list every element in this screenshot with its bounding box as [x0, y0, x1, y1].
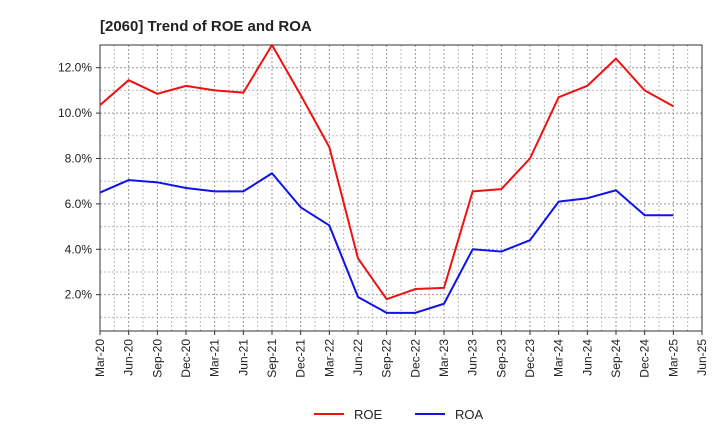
x-tick-label: Sep-22	[380, 339, 394, 378]
x-tick-label: Jun-22	[351, 339, 365, 376]
x-tick-label: Sep-20	[150, 339, 164, 378]
x-tick-label: Mar-23	[437, 339, 451, 377]
x-tick-label: Dec-23	[523, 339, 537, 378]
x-tick-label: Dec-22	[408, 339, 422, 378]
y-tick-label: 6.0%	[65, 197, 93, 211]
gridlines	[100, 45, 702, 331]
x-tick-label: Mar-20	[93, 339, 107, 377]
y-tick-label: 12.0%	[58, 61, 92, 75]
y-tick-label: 4.0%	[65, 242, 93, 256]
y-tick-label: 2.0%	[65, 288, 93, 302]
x-tick-label: Dec-21	[294, 339, 308, 378]
chart-title: [2060] Trend of ROE and ROA	[100, 18, 312, 35]
x-tick-label: Mar-22	[322, 339, 336, 377]
x-tick-label: Jun-25	[695, 339, 709, 376]
x-tick-label: Jun-20	[122, 339, 136, 376]
x-tick-label: Mar-21	[208, 339, 222, 377]
x-tick-label: Sep-21	[265, 339, 279, 378]
y-tick-label: 8.0%	[65, 151, 93, 165]
y-tick-label: 10.0%	[58, 106, 92, 120]
x-tick-label: Sep-24	[609, 339, 623, 378]
legend-label-roe: ROE	[354, 407, 383, 422]
x-tick-label: Mar-24	[552, 339, 566, 377]
x-axis: Mar-20 Jun-20 Sep-20 Dec-20 Mar-21 Jun-21 Sep-…	[93, 331, 709, 378]
x-tick-label: Jun-24	[580, 339, 594, 376]
x-tick-label: Sep-23	[494, 339, 508, 378]
x-tick-label: Mar-25	[666, 339, 680, 377]
legend-label-roa: ROA	[455, 407, 484, 422]
y-axis: 2.0% 4.0% 6.0% 8.0% 10.0% 12.0%	[58, 61, 100, 302]
legend: ROE ROA	[314, 407, 484, 422]
plot-frame	[99, 44, 703, 332]
x-tick-label: Jun-21	[236, 339, 250, 376]
x-tick-label: Dec-24	[638, 339, 652, 378]
x-tick-label: Dec-20	[179, 339, 193, 378]
series-line-roe	[99, 44, 674, 301]
x-tick-label: Jun-23	[466, 339, 480, 376]
series-line-roa	[99, 172, 674, 314]
series-lines	[99, 44, 674, 314]
